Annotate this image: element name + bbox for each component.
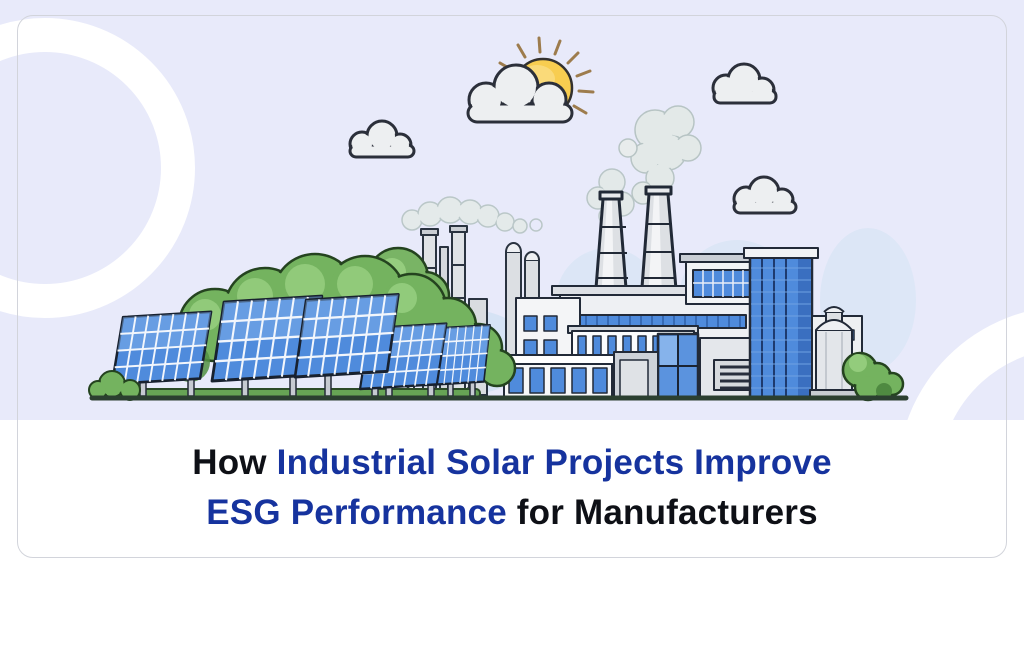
smoke-puffs (401, 196, 543, 234)
title-segment: Industrial Solar Projects Improve (276, 443, 832, 482)
title-line-2: ESG Performance for Manufacturers (0, 488, 1024, 538)
cloud-icon (466, 63, 574, 124)
page-title: How Industrial Solar Projects Improve ES… (0, 438, 1024, 538)
title-segment: for Manufacturers (516, 493, 818, 532)
cloud-icon (732, 175, 798, 215)
title-segment: ESG Performance (206, 493, 517, 532)
cloud-icon (348, 119, 416, 159)
title-segment: How (192, 443, 277, 482)
factory-building (501, 247, 863, 399)
solar-panel-icon (106, 310, 217, 386)
title-line-1: How Industrial Solar Projects Improve (0, 438, 1024, 488)
hero-illustration-svg (88, 36, 916, 402)
cloud-icon (711, 62, 778, 105)
hero-illustration (88, 36, 916, 402)
solar-panel-icon (288, 293, 405, 379)
